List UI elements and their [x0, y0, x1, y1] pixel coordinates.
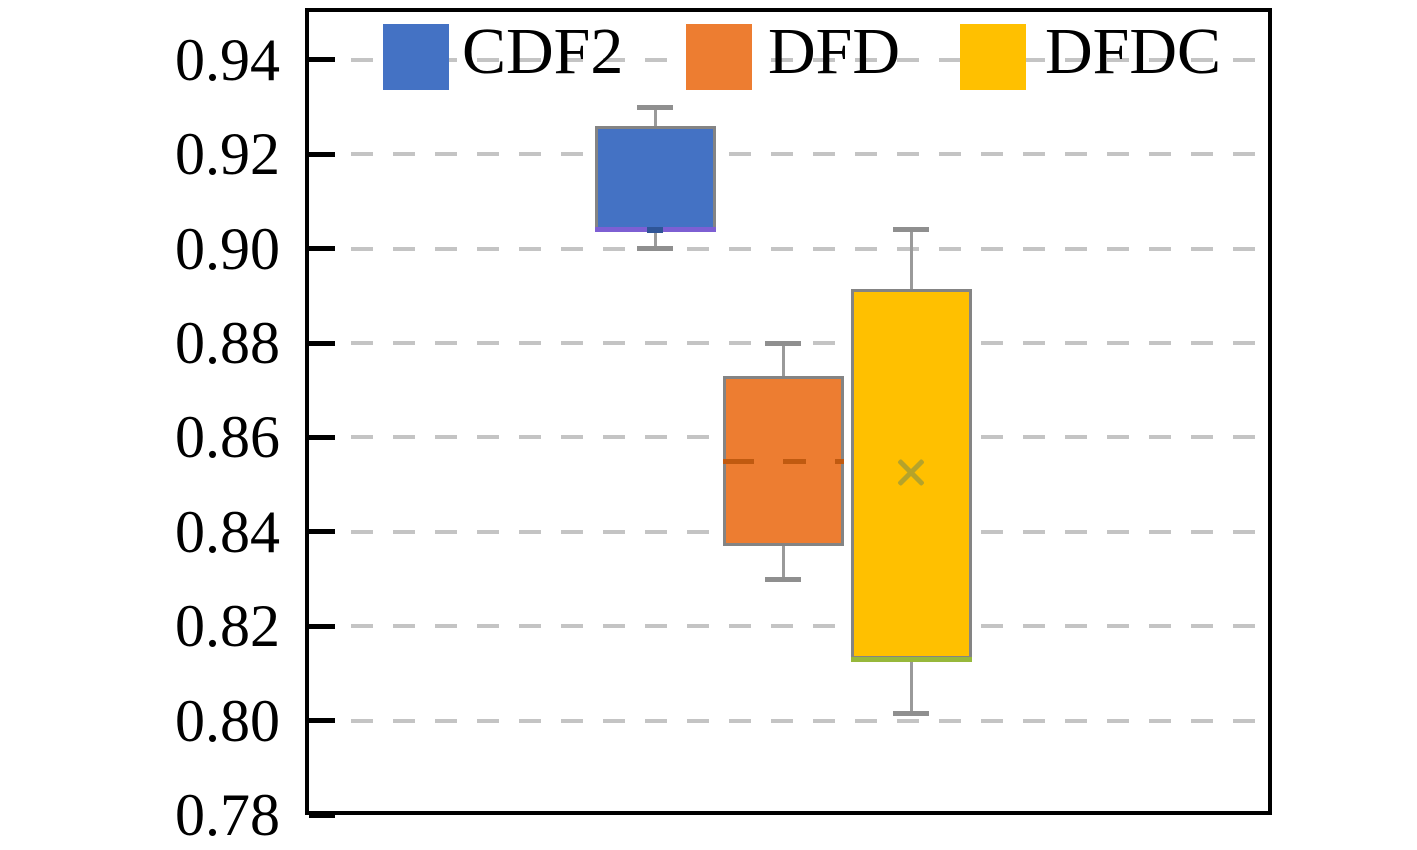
- y-tick: [309, 434, 335, 440]
- legend-label: DFDC: [1045, 15, 1222, 88]
- legend-swatch: [686, 24, 752, 90]
- gridline: [309, 57, 1268, 62]
- y-tick: [309, 246, 335, 252]
- mean-dash-marker: [647, 226, 663, 233]
- legend-label: DFD: [768, 15, 901, 88]
- y-tick: [309, 57, 335, 63]
- legend-label: CDF2: [462, 15, 624, 88]
- legend-swatch: [383, 24, 449, 90]
- y-tick-label: 0.78: [175, 782, 280, 848]
- y-tick-label: 0.94: [175, 26, 280, 93]
- y-tick-label: 0.90: [175, 215, 280, 282]
- y-tick: [309, 151, 335, 157]
- y-tick: [309, 340, 335, 346]
- y-tick: [309, 812, 335, 818]
- whisker-cap: [765, 340, 801, 346]
- mean-x-marker: [894, 456, 928, 490]
- gridline: [309, 152, 1268, 157]
- median-line: [722, 458, 844, 464]
- legend-swatch: [960, 24, 1026, 90]
- gridline: [309, 246, 1268, 251]
- gridline: [309, 624, 1268, 629]
- y-tick-label: 0.88: [175, 310, 280, 377]
- gridline: [309, 718, 1268, 723]
- whisker-cap: [893, 227, 929, 233]
- whisker-cap: [637, 104, 673, 110]
- y-tick-label: 0.80: [175, 687, 280, 754]
- y-tick: [309, 529, 335, 535]
- whisker-cap: [893, 711, 929, 717]
- y-tick: [309, 623, 335, 629]
- whisker-cap: [637, 246, 673, 252]
- box-CDF2: [594, 125, 716, 230]
- y-tick-label: 0.84: [175, 498, 280, 565]
- whisker-cap: [765, 576, 801, 582]
- y-tick: [309, 718, 335, 724]
- median-line: [850, 656, 972, 662]
- y-tick-label: 0.86: [175, 404, 280, 471]
- y-tick-label: 0.92: [175, 121, 280, 188]
- y-tick-label: 0.82: [175, 593, 280, 660]
